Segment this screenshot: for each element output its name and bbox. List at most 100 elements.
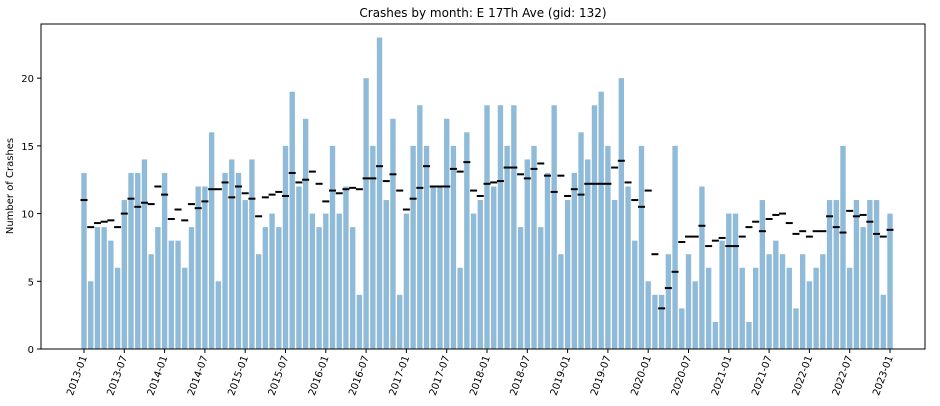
- bar: [551, 105, 557, 349]
- bar: [269, 213, 275, 349]
- bar: [229, 159, 235, 349]
- y-tick-label: 20: [21, 74, 34, 85]
- bar: [497, 105, 504, 349]
- bar: [148, 254, 154, 349]
- bar: [732, 213, 739, 349]
- bar: [128, 172, 134, 349]
- bar: [383, 200, 389, 349]
- bar: [135, 172, 141, 349]
- bar: [638, 145, 645, 349]
- bar: [141, 159, 148, 349]
- bar: [81, 172, 87, 349]
- bar: [202, 186, 208, 349]
- bar: [168, 240, 175, 349]
- bar: [658, 294, 665, 349]
- bar: [578, 132, 584, 349]
- bar: [860, 227, 866, 349]
- bar: [591, 105, 598, 349]
- bar: [517, 227, 524, 349]
- bar: [108, 240, 114, 349]
- y-tick-label: 0: [28, 345, 34, 356]
- y-tick-label: 5: [28, 277, 34, 288]
- bar: [880, 294, 886, 349]
- bar: [208, 132, 215, 349]
- y-axis-label: Number of Crashes: [5, 138, 16, 234]
- bar: [538, 227, 544, 349]
- bar: [712, 321, 719, 349]
- bar: [276, 227, 282, 349]
- bar: [336, 213, 342, 349]
- bar: [799, 254, 806, 349]
- bar: [773, 240, 779, 349]
- bar: [692, 281, 698, 349]
- bar: [477, 200, 483, 349]
- bar: [826, 200, 833, 349]
- bar: [571, 172, 578, 349]
- bar: [665, 254, 672, 349]
- bar: [316, 227, 322, 349]
- bar: [679, 308, 685, 349]
- bar: [867, 200, 873, 349]
- bar: [88, 281, 94, 349]
- bar: [847, 267, 853, 349]
- bar: [511, 105, 517, 349]
- bar: [524, 159, 530, 349]
- bar: [793, 308, 799, 349]
- bar: [705, 267, 712, 349]
- bar: [887, 213, 893, 349]
- bar: [410, 145, 416, 349]
- bar: [430, 186, 436, 349]
- y-tick-label: 10: [21, 210, 34, 221]
- bar: [114, 267, 121, 349]
- bar: [94, 227, 101, 349]
- bar: [531, 145, 537, 349]
- bar: [752, 267, 759, 349]
- bar: [282, 145, 289, 349]
- bar: [323, 213, 329, 349]
- bar: [161, 172, 168, 349]
- bar: [719, 240, 725, 349]
- bar: [457, 267, 463, 349]
- bar: [652, 294, 658, 349]
- bar: [625, 186, 631, 349]
- bar: [302, 118, 309, 350]
- bar: [585, 159, 591, 349]
- bar: [833, 200, 839, 349]
- bar: [484, 105, 490, 349]
- bar: [444, 118, 450, 350]
- bar: [356, 294, 363, 349]
- bar: [806, 281, 813, 349]
- bar: [249, 159, 255, 349]
- bar: [289, 91, 295, 349]
- bar: [853, 200, 860, 349]
- bar: [182, 267, 188, 349]
- bar: [343, 186, 349, 349]
- bar: [215, 281, 222, 349]
- bar: [820, 254, 826, 349]
- bar: [766, 254, 772, 349]
- bar: [726, 213, 732, 349]
- bar: [739, 267, 745, 349]
- bar: [699, 186, 705, 349]
- bar: [672, 145, 678, 349]
- bar: [309, 213, 316, 349]
- bar: [605, 145, 611, 349]
- bar: [242, 200, 248, 349]
- bar: [779, 254, 786, 349]
- bar: [349, 227, 356, 349]
- bar: [685, 254, 692, 349]
- bar: [840, 145, 846, 349]
- bar: [121, 200, 127, 349]
- bar: [255, 254, 262, 349]
- bar: [376, 37, 383, 350]
- bar: [611, 200, 618, 349]
- bar: [363, 78, 369, 350]
- bar: [564, 200, 571, 349]
- bar: [296, 186, 302, 349]
- bar: [195, 186, 201, 349]
- bar: [450, 145, 457, 349]
- plot-frame: [40, 23, 926, 350]
- bar: [403, 213, 410, 349]
- bar: [188, 227, 195, 349]
